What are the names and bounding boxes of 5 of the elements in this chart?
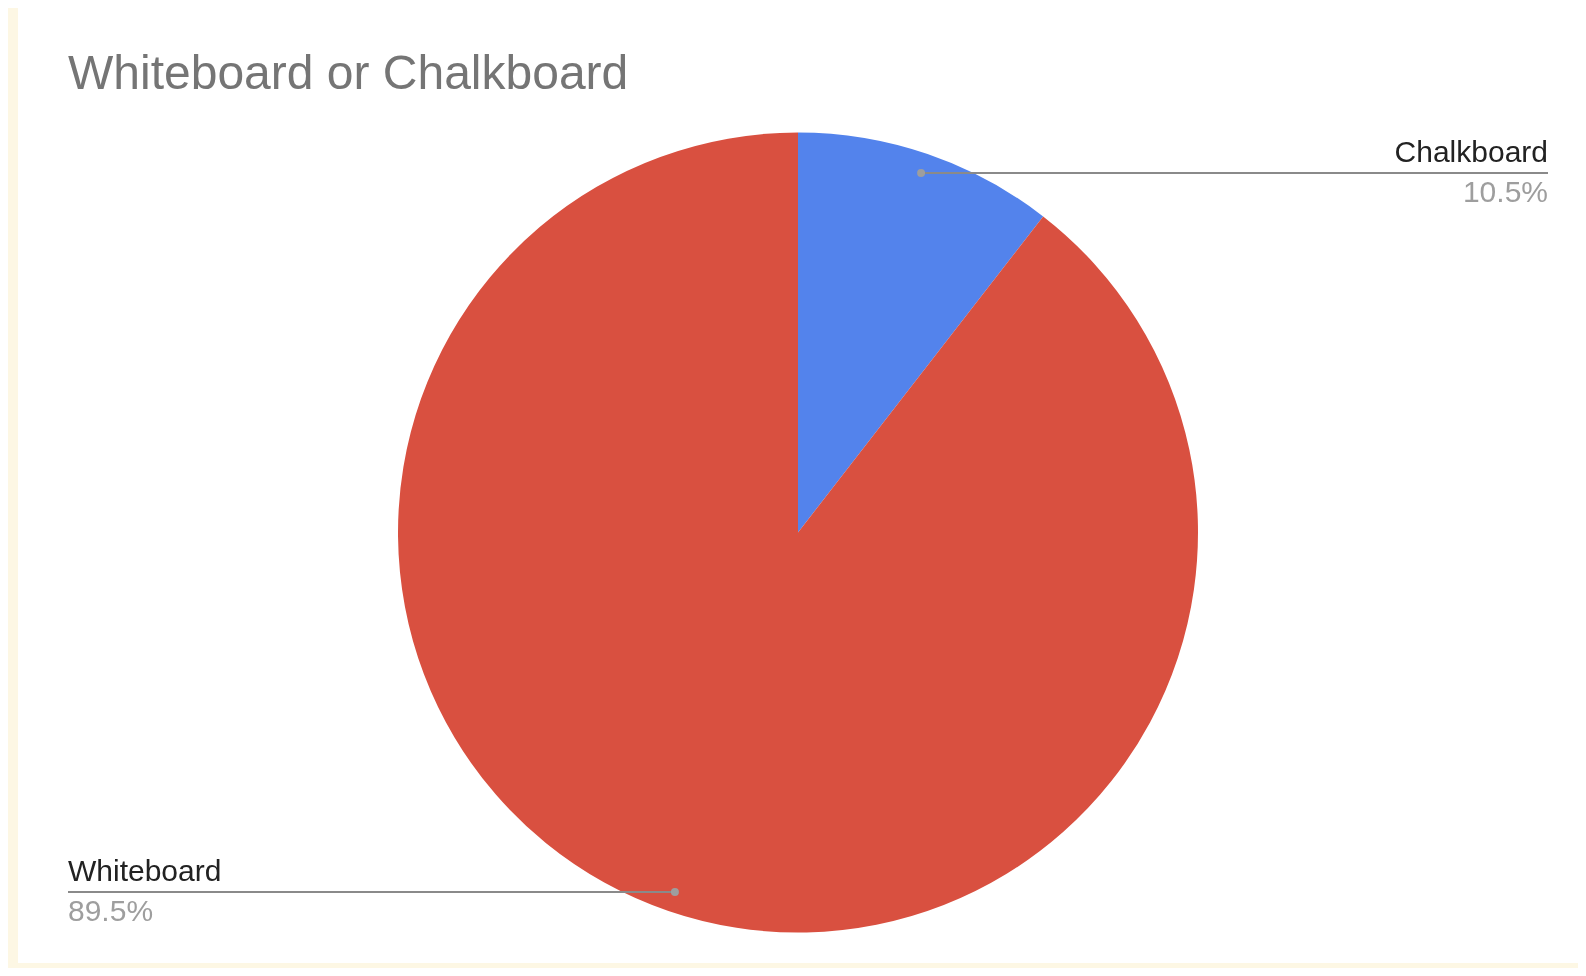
data-label: 10.5% xyxy=(1462,175,1548,209)
data-label: 89.5% xyxy=(68,894,154,928)
slice-label: Chalkboard xyxy=(1394,135,1548,169)
chart-title: Whiteboard or Chalkboard xyxy=(68,46,629,100)
slice-label: Whiteboard xyxy=(68,854,222,888)
